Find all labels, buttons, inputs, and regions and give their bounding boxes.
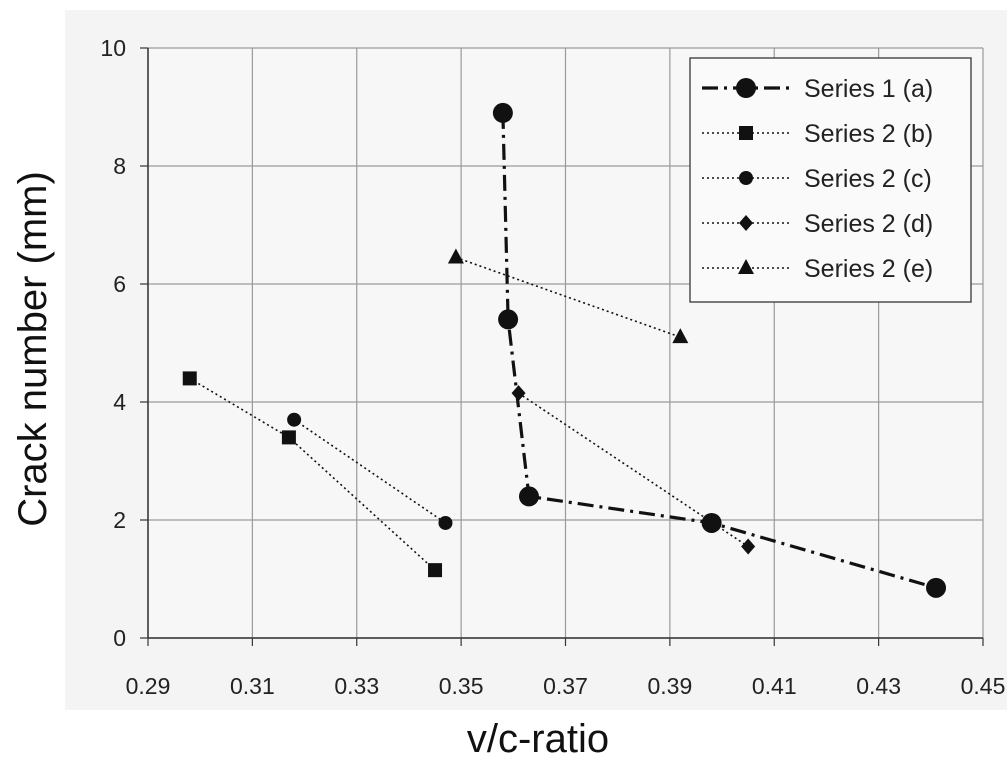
legend-label: Series 1 (a) [804, 75, 933, 103]
series-2 [182, 371, 443, 578]
legend: Series 1 (a) Series 2 (b) Series 2 (c) Seri… [689, 57, 972, 303]
data-point [741, 538, 756, 555]
data-point [672, 328, 689, 344]
data-point [287, 412, 302, 427]
series-4 [511, 385, 756, 555]
series-line [293, 419, 446, 524]
data-point [438, 515, 453, 530]
legend-entry: Series 2 (c) [702, 165, 932, 193]
x-axis-title: v/c-ratio [467, 717, 609, 761]
x-tick-label: 0.43 [856, 673, 901, 699]
data-point [182, 371, 197, 386]
data-point [701, 512, 722, 533]
legend-entry: Series 2 (e) [702, 255, 933, 283]
data-point [498, 309, 519, 330]
data-point [428, 563, 443, 578]
legend-marker [736, 78, 756, 98]
x-tick-label: 0.37 [543, 673, 588, 699]
x-tick-label: 0.45 [961, 673, 1006, 699]
x-tick-label: 0.39 [647, 673, 692, 699]
legend-entry: Series 2 (b) [702, 120, 933, 148]
x-tick-label: 0.29 [126, 673, 171, 699]
data-point [447, 248, 464, 264]
legend-marker [739, 215, 753, 231]
data-point [926, 577, 947, 598]
legend-marker [739, 126, 753, 140]
legend-entry: Series 2 (d) [702, 210, 933, 238]
data-point [492, 102, 513, 123]
series-1 [492, 102, 947, 598]
series-3 [287, 412, 453, 530]
legend-box [689, 57, 972, 303]
y-tick-label: 10 [100, 35, 126, 61]
y-tick-label: 2 [113, 507, 126, 533]
series-line [518, 392, 749, 548]
data-point [518, 486, 539, 507]
y-tick-label: 0 [113, 625, 126, 651]
y-tick-label: 8 [113, 153, 126, 179]
legend-label: Series 2 (b) [804, 120, 933, 148]
x-tick-label: 0.41 [752, 673, 797, 699]
legend-label: Series 2 (e) [804, 255, 933, 283]
x-tick-label: 0.31 [230, 673, 275, 699]
y-tick-label: 4 [113, 389, 126, 415]
data-point [281, 430, 296, 445]
x-tick-label: 0.35 [439, 673, 484, 699]
legend-label: Series 2 (d) [804, 210, 933, 238]
legend-label: Series 2 (c) [804, 165, 932, 193]
legend-entry: Series 1 (a) [702, 75, 933, 103]
series-5 [447, 248, 689, 344]
y-axis-title: Crack number (mm) [11, 171, 55, 527]
legend-marker [739, 171, 753, 185]
y-tick-label: 6 [113, 271, 126, 297]
x-tick-label: 0.33 [334, 673, 379, 699]
data-point [511, 385, 526, 402]
legend-marker [738, 259, 754, 274]
